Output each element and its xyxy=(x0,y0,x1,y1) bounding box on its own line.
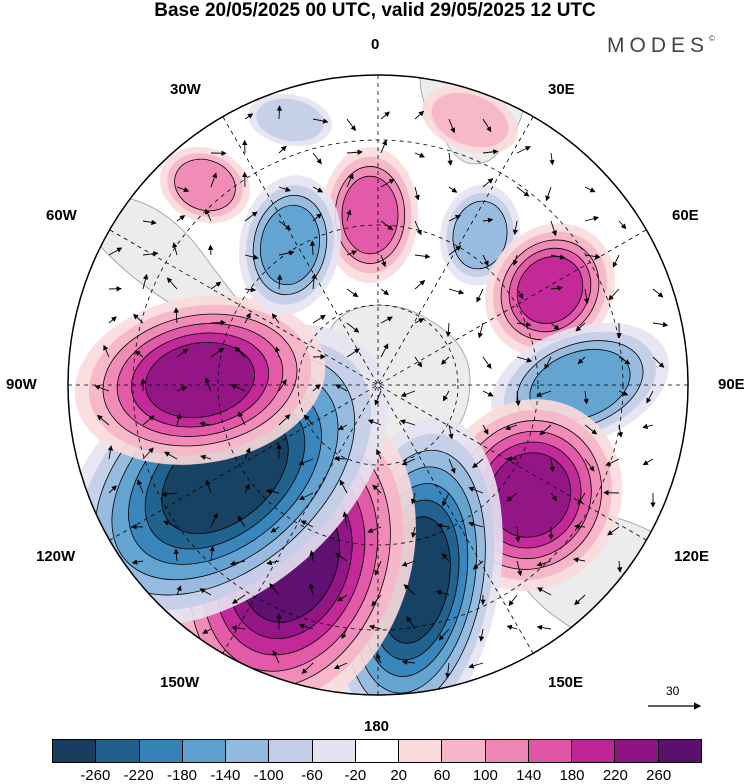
colorbar-swatch xyxy=(529,740,572,762)
anomaly-contour xyxy=(342,176,398,254)
colorbar-tick-label: 180 xyxy=(559,767,584,784)
wind-vector xyxy=(279,106,280,119)
colorbar-swatch xyxy=(140,740,183,762)
lon-label-30e: 30E xyxy=(548,82,575,98)
colorbar-tick-label: 140 xyxy=(516,767,541,784)
colorbar-tick-label: -180 xyxy=(167,767,197,784)
colorbar-swatch xyxy=(226,740,269,762)
wind-vector xyxy=(211,323,225,324)
colorbar-swatch xyxy=(659,740,701,762)
colorbar-swatch xyxy=(399,740,442,762)
wind-vector xyxy=(335,458,347,459)
colorbar-tick-label: 100 xyxy=(473,767,498,784)
colorbar-swatch xyxy=(442,740,485,762)
lon-label-150e: 150E xyxy=(548,675,583,691)
colorbar-tick-label: 60 xyxy=(434,767,451,784)
map-disc xyxy=(5,70,700,757)
lon-label-150w: 150W xyxy=(160,675,199,691)
lon-label-120e: 120E xyxy=(674,549,709,565)
colorbar-tick-label: -140 xyxy=(210,767,240,784)
colorbar-swatch xyxy=(356,740,399,762)
colorbar-tick-label: 260 xyxy=(646,767,671,784)
colorbar-swatch xyxy=(313,740,356,762)
vector-scale-label: 30 xyxy=(666,684,679,698)
lon-label-120w: 120W xyxy=(36,549,75,565)
lon-label-60w: 60W xyxy=(46,208,77,224)
lon-label-180: 180 xyxy=(364,719,389,735)
colorbar-swatch xyxy=(183,740,226,762)
lon-label-90w: 90W xyxy=(6,377,37,393)
colorbar-tick-label: -260 xyxy=(80,767,110,784)
colorbar-tick-label: 220 xyxy=(603,767,628,784)
wind-vector xyxy=(210,245,211,255)
lon-label-0: 0 xyxy=(371,37,379,53)
colorbar-tick-label: 20 xyxy=(390,767,407,784)
colorbar-swatch xyxy=(615,740,658,762)
colorbar-swatch xyxy=(96,740,139,762)
lon-label-60e: 60E xyxy=(672,208,699,224)
colorbar-swatch xyxy=(486,740,529,762)
colorbar-tick-label: -20 xyxy=(344,767,366,784)
colorbar-tick-label: -100 xyxy=(254,767,284,784)
colorbar-tick-label: -220 xyxy=(124,767,154,784)
colorbar-tick-label: -60 xyxy=(301,767,323,784)
colorbar-swatch xyxy=(269,740,312,762)
lon-label-30w: 30W xyxy=(170,82,201,98)
colorbar-swatch xyxy=(53,740,96,762)
lon-label-90e: 90E xyxy=(718,377,745,393)
colorbar-swatch xyxy=(572,740,615,762)
colorbar xyxy=(52,739,702,763)
